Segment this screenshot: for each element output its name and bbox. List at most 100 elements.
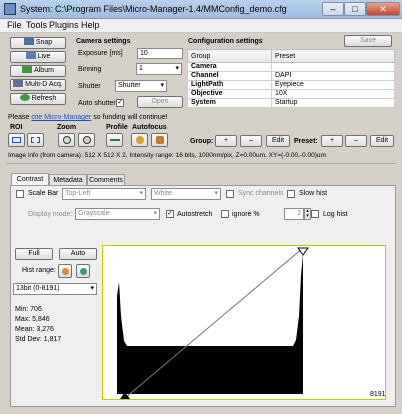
- scale-bar-position-select[interactable]: Top-Left: [62, 188, 146, 200]
- display-mode-select[interactable]: Grayscale: [75, 208, 160, 220]
- menu-help[interactable]: Help: [81, 20, 100, 30]
- scale-bar-checkbox[interactable]: [16, 190, 24, 198]
- profile-icon: [110, 139, 120, 141]
- autofocus-button[interactable]: [131, 133, 148, 147]
- stat-max: Max: 5,846: [15, 316, 50, 323]
- autostretch-checkbox[interactable]: ✓: [166, 210, 174, 218]
- auto-shutter-checkbox[interactable]: ✓: [116, 99, 124, 107]
- sync-channels-label: Sync channels: [238, 190, 284, 197]
- zoom-in-icon: [63, 136, 71, 144]
- black-level-handle[interactable]: [120, 392, 130, 399]
- maximize-button[interactable]: □: [344, 2, 366, 16]
- ignore-percent-spinner[interactable]: ▴ ▾: [304, 208, 311, 220]
- shutter-label: Shutter: [78, 83, 101, 90]
- histogram-plot[interactable]: [103, 246, 387, 401]
- stat-std-dev: Std Dev: 1,817: [15, 336, 62, 343]
- column-header-group[interactable]: Group: [187, 49, 272, 63]
- exposure-input[interactable]: 10: [137, 48, 183, 59]
- open-shutter-button[interactable]: Open: [137, 96, 183, 108]
- autofocus-icon: [136, 136, 144, 144]
- hist-range-label: Hist range:: [22, 267, 56, 274]
- menu-bar: File Tools Plugins Help: [0, 19, 402, 33]
- tab-comments[interactable]: Comments: [87, 174, 125, 186]
- edit-preset-button[interactable]: Edit: [370, 135, 394, 147]
- slow-hist-label: Slow hist: [299, 190, 328, 197]
- title-bar[interactable]: System: C:\Program Files\Micro-Manager-1…: [0, 0, 402, 19]
- stack-icon: [13, 80, 24, 87]
- remove-group-button[interactable]: –: [240, 135, 262, 147]
- roi-rect-icon: [12, 137, 21, 143]
- display-mode-label: Display mode:: [28, 211, 73, 218]
- shutter-select[interactable]: Shutter: [115, 80, 167, 92]
- divider: [6, 163, 396, 164]
- save-config-button[interactable]: Save: [344, 35, 392, 47]
- cite-link[interactable]: cite Micro-Manager: [31, 114, 92, 121]
- camera-settings-heading: Camera settings: [76, 38, 131, 45]
- log-hist-checkbox[interactable]: [311, 210, 319, 218]
- column-header-preset[interactable]: Preset: [271, 49, 395, 63]
- tab-metadata[interactable]: Metadata: [49, 174, 87, 186]
- roi-clear-button[interactable]: [27, 133, 44, 147]
- album-button[interactable]: Album: [10, 65, 66, 77]
- scale-bar-color-select[interactable]: White: [151, 188, 221, 200]
- stat-mean: Mean: 3,276: [15, 326, 54, 333]
- table-row[interactable]: Camera: [187, 62, 395, 72]
- menu-plugins[interactable]: Plugins: [49, 20, 79, 30]
- log-hist-label: Log hist: [323, 211, 348, 218]
- group-label: Group:: [190, 138, 214, 145]
- app-icon: [4, 3, 16, 15]
- histogram-bars: [117, 254, 303, 394]
- line-profile-button[interactable]: [106, 133, 123, 147]
- zoom-out-button[interactable]: [78, 133, 95, 147]
- camera-icon: [23, 38, 34, 45]
- configuration-table[interactable]: Group Preset Camera Channel DAPI LightPath…: [187, 49, 395, 108]
- image-info: Image info (from camera): 512 X 512 X 2,…: [8, 152, 326, 159]
- window-title: System: C:\Program Files\Micro-Manager-1…: [20, 4, 287, 14]
- edit-group-button[interactable]: Edit: [266, 135, 290, 147]
- hist-zoom-in-button[interactable]: [58, 264, 72, 278]
- table-row[interactable]: System Startup: [187, 98, 395, 108]
- white-level-handle[interactable]: [297, 247, 309, 256]
- menu-file[interactable]: File: [7, 20, 22, 30]
- multi-d-acq-button[interactable]: Multi-D Acq.: [10, 79, 66, 91]
- live-button[interactable]: Live: [10, 51, 66, 63]
- contrast-curve: [124, 247, 304, 399]
- table-row[interactable]: LightPath Eyepiece: [187, 80, 395, 90]
- stat-min: Min: 706: [15, 306, 42, 313]
- binning-label: Binning: [78, 66, 102, 73]
- hist-max-label: 8191: [370, 391, 386, 398]
- ignore-percent-checkbox[interactable]: [221, 210, 229, 218]
- tab-contrast[interactable]: Contrast: [11, 173, 49, 186]
- remove-preset-button[interactable]: –: [345, 135, 367, 147]
- add-preset-button[interactable]: +: [321, 135, 343, 147]
- close-button[interactable]: ✕: [366, 2, 400, 16]
- histogram[interactable]: [102, 245, 386, 400]
- configuration-settings-heading: Configuration settings: [188, 38, 263, 45]
- refresh-button[interactable]: Refresh: [10, 93, 66, 105]
- binning-select[interactable]: 1: [136, 63, 182, 75]
- arrow-right-icon: [22, 66, 33, 73]
- auto-range-button[interactable]: Auto: [59, 248, 97, 260]
- tools-icon: [156, 136, 164, 144]
- full-range-button[interactable]: Full: [15, 248, 53, 260]
- slow-hist-checkbox[interactable]: [287, 190, 295, 198]
- scale-bar-label: Scale Bar: [28, 190, 59, 197]
- add-group-button[interactable]: +: [215, 135, 237, 147]
- snap-button[interactable]: Snap: [10, 37, 66, 49]
- menu-tools[interactable]: Tools: [26, 20, 48, 30]
- ignore-percent-input[interactable]: 2: [284, 208, 304, 220]
- table-row[interactable]: Channel DAPI: [187, 71, 395, 81]
- video-icon: [25, 52, 36, 59]
- zoom-in-button[interactable]: [58, 133, 75, 147]
- zoom-out-icon: [83, 136, 91, 144]
- zoom-in-icon: [62, 268, 69, 275]
- table-row[interactable]: Objective 10X: [187, 89, 395, 99]
- minimize-button[interactable]: –: [322, 2, 344, 16]
- hist-zoom-out-button[interactable]: [76, 264, 90, 278]
- bit-depth-select[interactable]: 13bit (0-8191): [13, 283, 97, 295]
- autofocus-settings-button[interactable]: [151, 133, 168, 147]
- profile-label: Profile: [106, 124, 128, 131]
- sync-channels-checkbox[interactable]: [226, 190, 234, 198]
- zoom-label: Zoom: [57, 124, 77, 131]
- roi-set-button[interactable]: [8, 133, 25, 147]
